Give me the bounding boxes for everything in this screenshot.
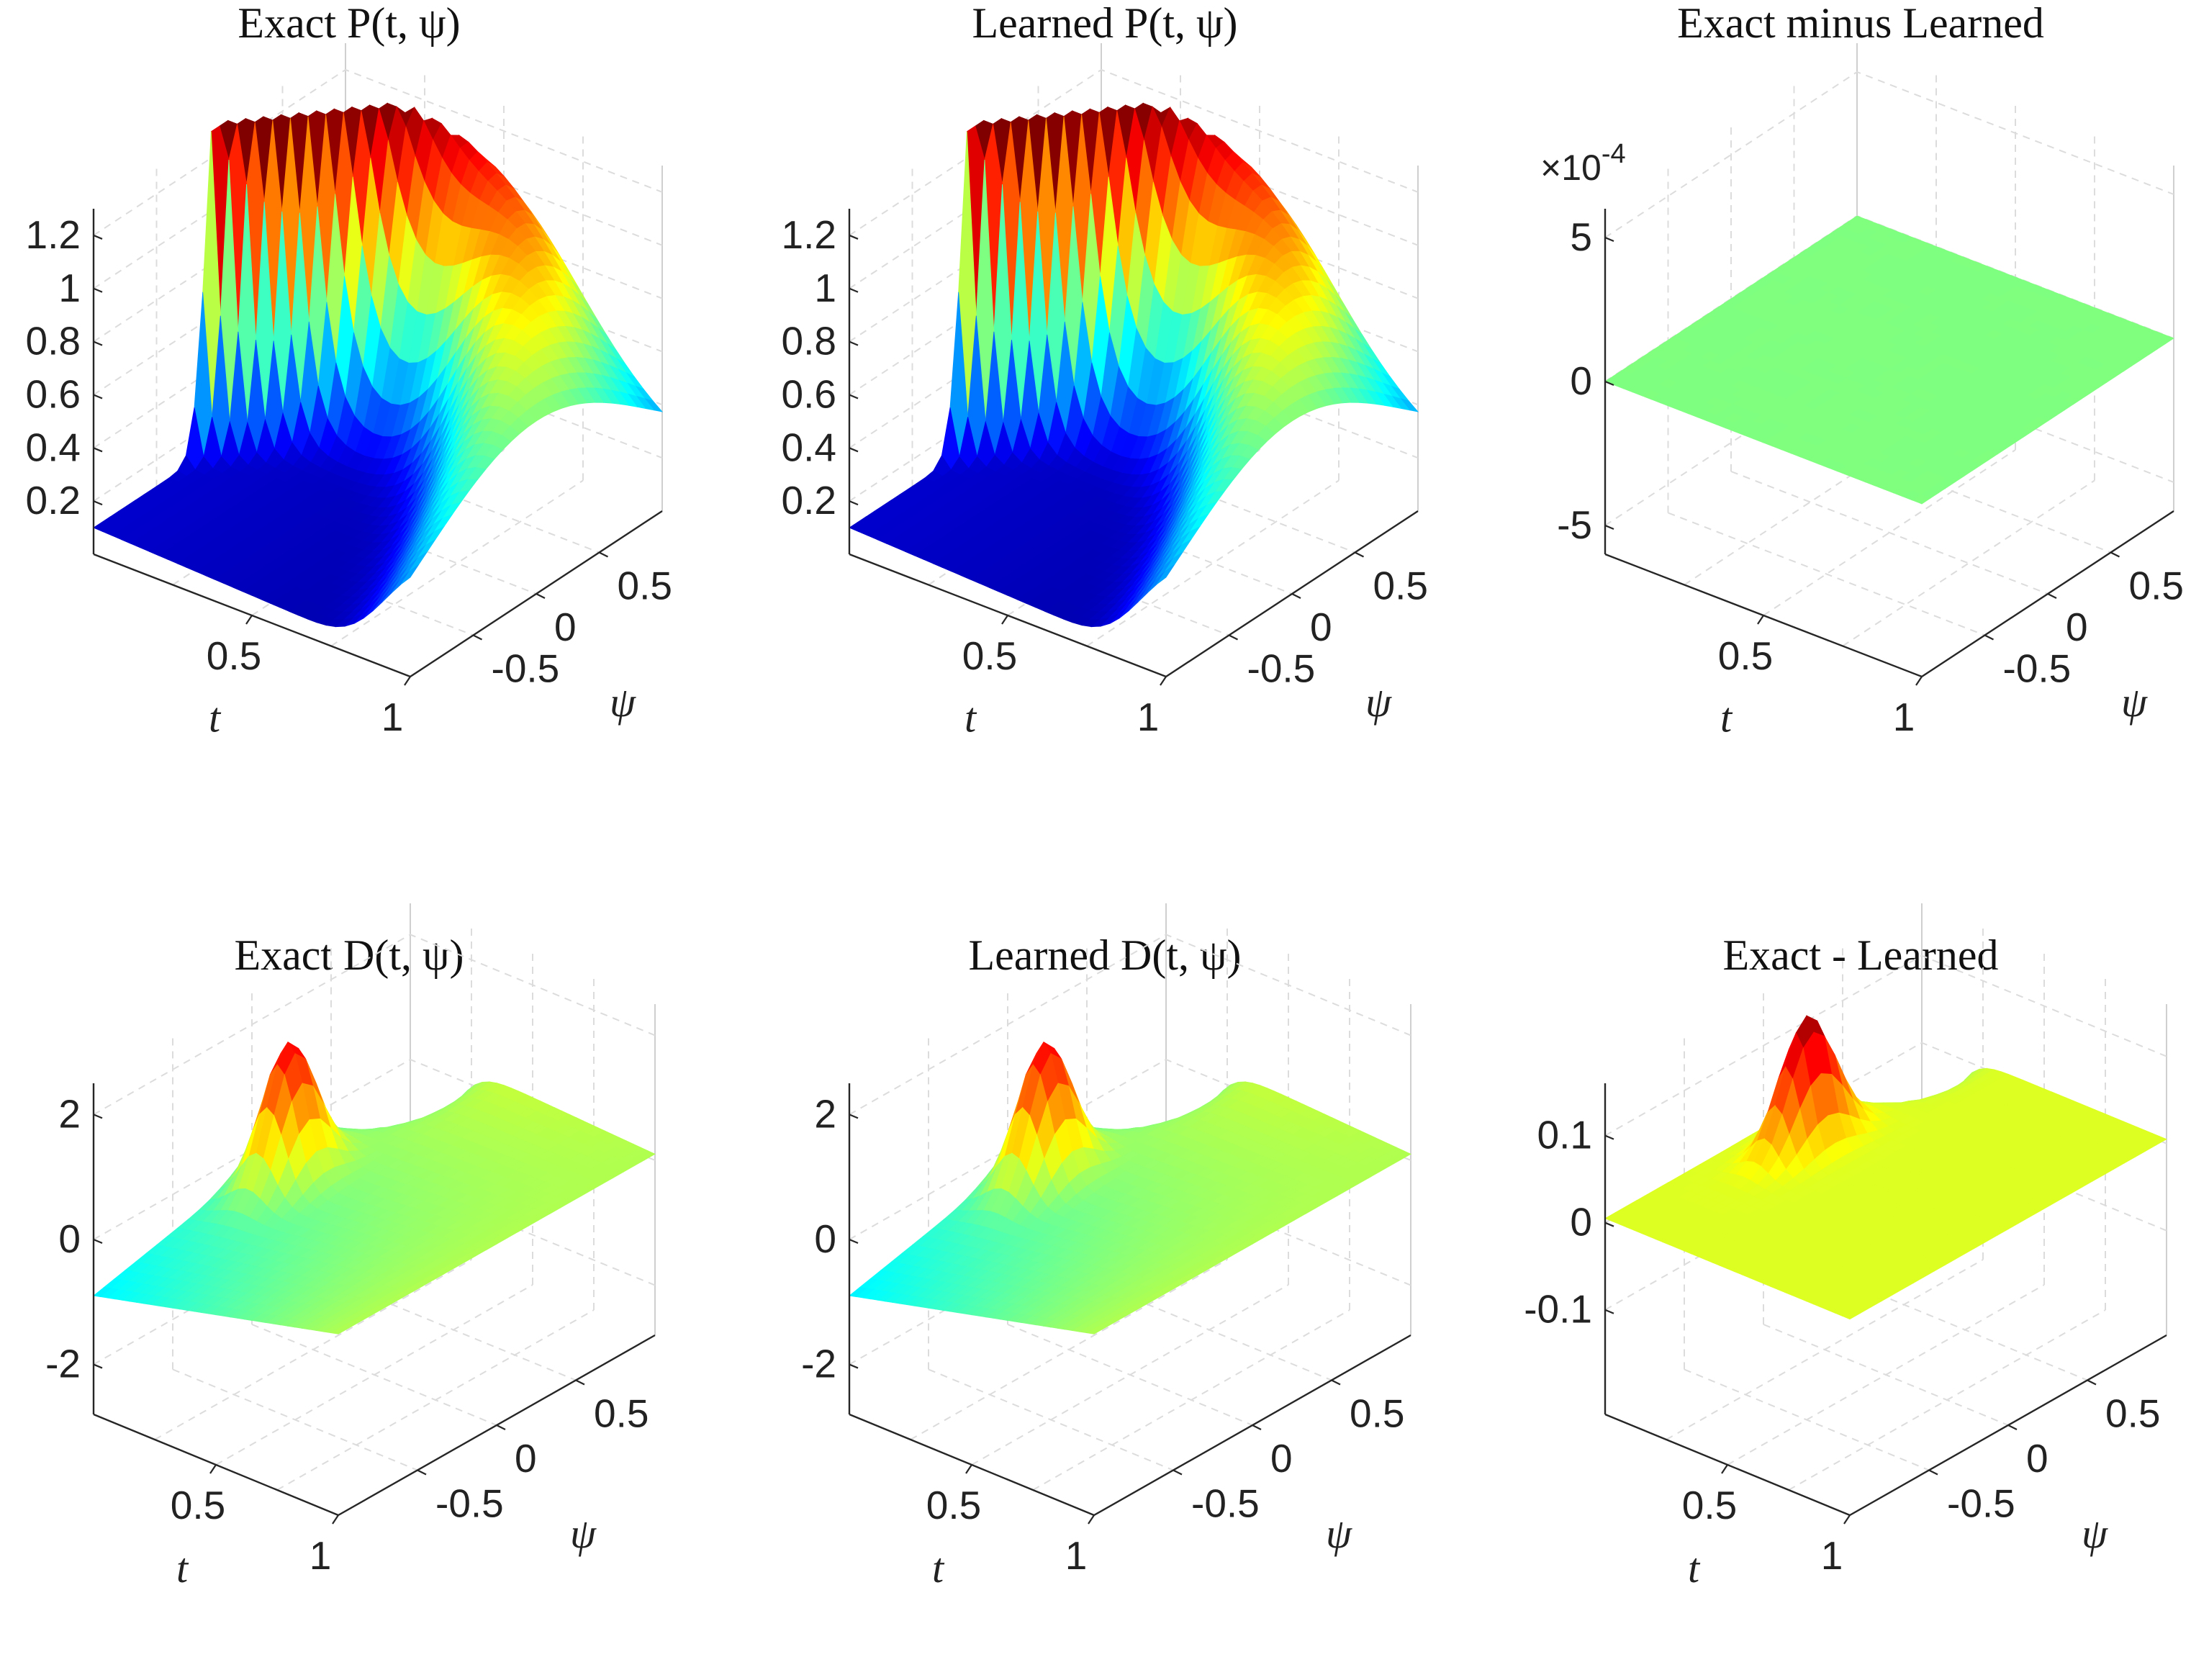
- psi-tick-label: 0.5: [618, 564, 672, 608]
- z-tick-label: 1.2: [782, 212, 836, 257]
- z-tick-label: 0.6: [26, 371, 81, 416]
- psi-axis-label: ψ: [1326, 1510, 1352, 1557]
- panel-learned-p: Learned P(t, ψ)0.20.40.60.811.20.51-0.50…: [782, 0, 1428, 741]
- psi-axis-label: ψ: [2121, 679, 2148, 726]
- axes: 0.2 0.4 0.6 0.8 1 1.2 0.5 1 -0.50 0.5 t ψ: [782, 209, 1428, 741]
- psi-tick-label: 0: [2026, 1436, 2048, 1481]
- z-tick-label: 0.8: [782, 319, 836, 363]
- psi-tick-label: 0: [515, 1436, 537, 1481]
- t-tick-label: 0.5: [207, 633, 261, 678]
- z-tick-label: 0: [814, 1216, 836, 1261]
- panel-title: Exact - Learned: [1722, 931, 1998, 979]
- t-tick-label: 1: [381, 695, 404, 739]
- z-tick-label: 0.6: [782, 371, 836, 416]
- t-tick-label: 1: [1137, 695, 1160, 739]
- z-tick-label: 2: [814, 1091, 836, 1136]
- z-tick-label: 1: [814, 266, 836, 310]
- psi-tick-label: -0.5: [492, 646, 560, 691]
- panel-exact-p: Exact P(t, ψ)0.20.40.60.811.20.51-0.500.…: [26, 0, 672, 741]
- t-tick-label: 0.5: [926, 1483, 981, 1527]
- t-tick-label: 1: [1821, 1533, 1843, 1578]
- surface: [93, 1041, 656, 1334]
- panel-title: Exact D(t, ψ): [234, 931, 464, 979]
- surface: [1604, 1015, 2167, 1320]
- panel-p-difference: Exact minus Learned-505×10-40.51-0.500.5…: [1540, 0, 2184, 741]
- psi-tick-label: 0.5: [2129, 564, 2184, 608]
- panel-title: Learned P(t, ψ): [972, 0, 1237, 47]
- z-tick-label: 0: [1570, 358, 1592, 403]
- psi-axis-label: ψ: [1365, 679, 1392, 726]
- psi-tick-label: 0.5: [2105, 1391, 2160, 1436]
- z-tick-label: 0.4: [782, 425, 836, 469]
- t-axis-label: t: [1688, 1545, 1701, 1591]
- t-tick-label: 1: [1065, 1533, 1088, 1578]
- t-axis-label: t: [932, 1545, 945, 1591]
- t-tick-label: 0.5: [962, 633, 1017, 678]
- z-tick-label: 1: [58, 266, 81, 310]
- psi-tick-label: 0: [1270, 1436, 1293, 1481]
- t-axis-label: t: [209, 695, 222, 741]
- psi-tick-label: -0.5: [1191, 1481, 1260, 1526]
- surface: [93, 102, 664, 628]
- psi-tick-label: 0.5: [594, 1391, 649, 1436]
- t-tick-label: 0.5: [1718, 633, 1773, 678]
- surface: [849, 102, 1419, 628]
- psi-tick-label: 0: [1310, 605, 1332, 649]
- psi-tick-label: -0.5: [435, 1481, 504, 1526]
- t-axis-label: t: [965, 695, 977, 741]
- z-tick-label: -0.1: [1524, 1287, 1592, 1332]
- t-tick-label: 1: [310, 1533, 332, 1578]
- z-tick-label: 0: [58, 1216, 81, 1261]
- t-tick-label: 0.5: [171, 1483, 225, 1527]
- z-tick-label: 0.2: [26, 478, 81, 523]
- surface: [1604, 215, 2174, 505]
- z-tick-label: 0.8: [26, 319, 81, 363]
- surface: [849, 1041, 1411, 1334]
- z-tick-label: 0: [1570, 1200, 1592, 1245]
- z-tick-label: 0.1: [1537, 1113, 1592, 1157]
- panel-title: Exact minus Learned: [1677, 0, 2044, 47]
- t-tick-label: 0.5: [1682, 1483, 1737, 1527]
- axes: 0.2 0.4 0.6 0.8 1 1.2 0.5 1 -0.50 0.5 t ψ: [26, 209, 672, 741]
- t-axis-label: t: [1720, 695, 1733, 741]
- z-tick-label: 2: [58, 1091, 81, 1136]
- panel-title: Exact P(t, ψ): [238, 0, 460, 47]
- psi-tick-label: -0.5: [1247, 646, 1316, 691]
- z-tick-label: -2: [45, 1342, 81, 1386]
- psi-tick-label: -0.5: [2003, 646, 2072, 691]
- z-tick-label: -2: [801, 1342, 836, 1386]
- psi-axis-label: ψ: [2082, 1510, 2108, 1557]
- psi-tick-label: 0: [2066, 605, 2088, 649]
- t-axis-label: t: [176, 1545, 189, 1591]
- panel-d-difference: Exact - Learned-0.100.10.51-0.500.5tψ: [1524, 903, 2167, 1591]
- psi-tick-label: 0.5: [1373, 564, 1428, 608]
- z-tick-label: -5: [1557, 502, 1592, 547]
- psi-tick-label: -0.5: [1947, 1481, 2015, 1526]
- z-tick-label: 1.2: [26, 212, 81, 257]
- psi-tick-label: 0.5: [1350, 1391, 1404, 1436]
- panel-title: Learned D(t, ψ): [968, 931, 1241, 979]
- z-tick-label: 5: [1570, 214, 1592, 259]
- psi-axis-label: ψ: [570, 1510, 597, 1557]
- t-tick-label: 1: [1893, 695, 1915, 739]
- z-tick-label: 0.4: [26, 425, 81, 469]
- z-exponent-label: ×10-4: [1540, 139, 1626, 188]
- z-tick-label: 0.2: [782, 478, 836, 523]
- axes: -0.100.10.51-0.500.5tψ: [1524, 1083, 2167, 1591]
- psi-tick-label: 0: [554, 605, 577, 649]
- psi-axis-label: ψ: [610, 679, 636, 726]
